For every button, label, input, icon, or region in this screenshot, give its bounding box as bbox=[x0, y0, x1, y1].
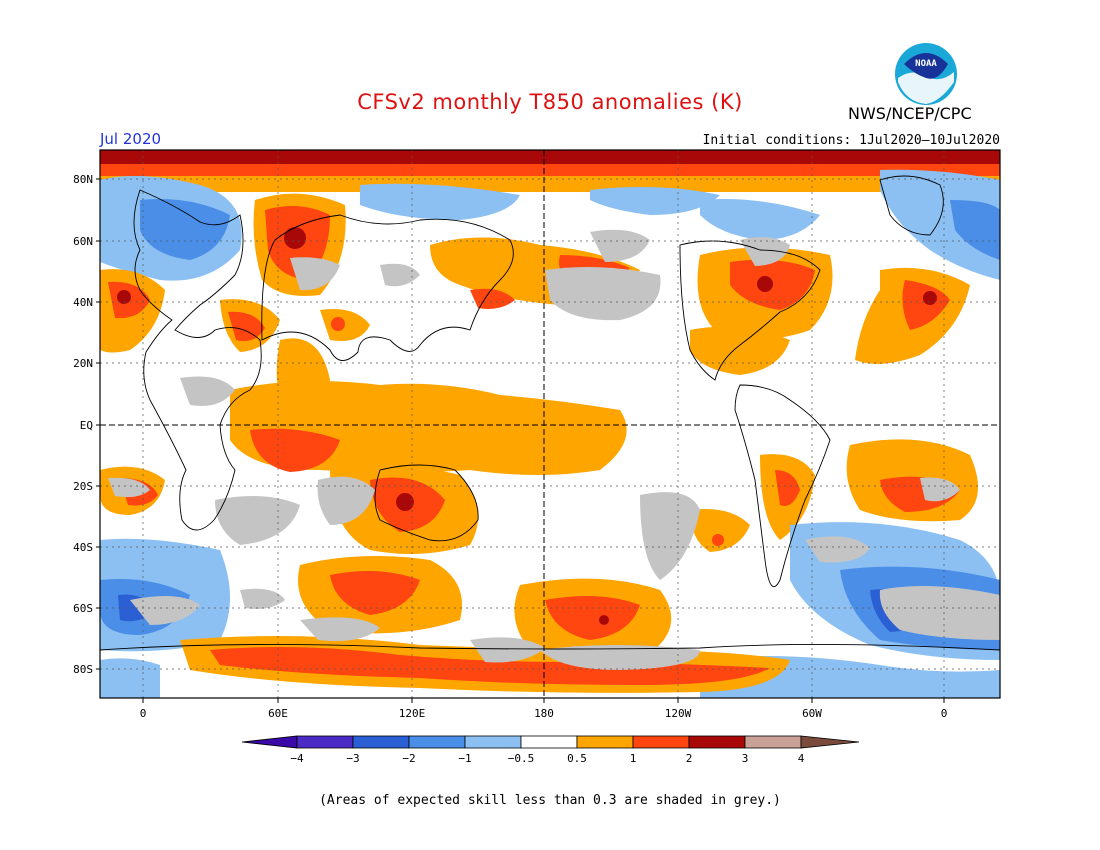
anomaly-field bbox=[100, 150, 1000, 698]
agency-label: NWS/NCEP/CPC bbox=[848, 104, 972, 123]
color-legend: −4 −3 −2 −1 −0.5 0.5 1 2 3 4 bbox=[241, 735, 860, 765]
legend-swatch bbox=[688, 735, 746, 749]
lat-label: 60S bbox=[73, 602, 93, 615]
graticule bbox=[100, 150, 1000, 698]
coastlines bbox=[100, 175, 1000, 651]
legend-swatch bbox=[520, 735, 578, 749]
low-skill-shading bbox=[108, 229, 1000, 670]
legend-swatch bbox=[744, 735, 802, 749]
lon-label: 60E bbox=[268, 707, 288, 720]
lat-label: 80S bbox=[73, 663, 93, 676]
lon-label: 0 bbox=[140, 707, 147, 720]
legend-tick-label: 2 bbox=[686, 752, 693, 765]
lon-label: 60W bbox=[802, 707, 822, 720]
legend-swatch bbox=[632, 735, 690, 749]
lat-label: 80N bbox=[73, 173, 93, 186]
legend-tick-label: 0.5 bbox=[567, 752, 587, 765]
legend-high-arrow bbox=[800, 735, 860, 749]
legend-low-arrow bbox=[241, 735, 298, 749]
noaa-logo: NOAA bbox=[895, 43, 957, 105]
lat-label: 20N bbox=[73, 357, 93, 370]
map-frame bbox=[99, 149, 1001, 699]
lat-label: 60N bbox=[73, 235, 93, 248]
legend-tick-label: 4 bbox=[798, 752, 805, 765]
legend-tick-label: −4 bbox=[290, 752, 304, 765]
initial-conditions: Initial conditions: 1Jul2020–10Jul2020 bbox=[702, 133, 1000, 148]
legend-swatch bbox=[296, 735, 354, 749]
legend-tick-label: −0.5 bbox=[508, 752, 535, 765]
lat-label: 40N bbox=[73, 296, 93, 309]
lon-label: 120W bbox=[665, 707, 692, 720]
lon-label: 0 bbox=[941, 707, 948, 720]
chart-title: CFSv2 monthly T850 anomalies (K) bbox=[357, 90, 743, 114]
latitude-axis: 80N 60N 40N 20N EQ 20S 40S 60S 80S bbox=[73, 173, 100, 676]
lat-label: 40S bbox=[73, 541, 93, 554]
footnote: (Areas of expected skill less than 0.3 a… bbox=[319, 793, 781, 808]
noaa-logo-text: NOAA bbox=[915, 59, 937, 69]
longitude-axis: 0 60E 120E 180 120W 60W 0 bbox=[140, 698, 948, 720]
legend-tick-label: 3 bbox=[742, 752, 749, 765]
legend-tick-label: 1 bbox=[630, 752, 637, 765]
legend-tick-label: −1 bbox=[458, 752, 471, 765]
lat-label: 20S bbox=[73, 480, 93, 493]
legend-tick-label: −3 bbox=[346, 752, 359, 765]
forecast-month: Jul 2020 bbox=[100, 130, 162, 148]
lat-label: EQ bbox=[80, 419, 93, 432]
lon-label: 120E bbox=[399, 707, 426, 720]
legend-swatch bbox=[408, 735, 466, 749]
legend-swatch bbox=[576, 735, 634, 749]
legend-swatch bbox=[352, 735, 410, 749]
lon-label: 180 bbox=[534, 707, 554, 720]
legend-swatch bbox=[464, 735, 522, 749]
legend-tick-label: −2 bbox=[402, 752, 415, 765]
